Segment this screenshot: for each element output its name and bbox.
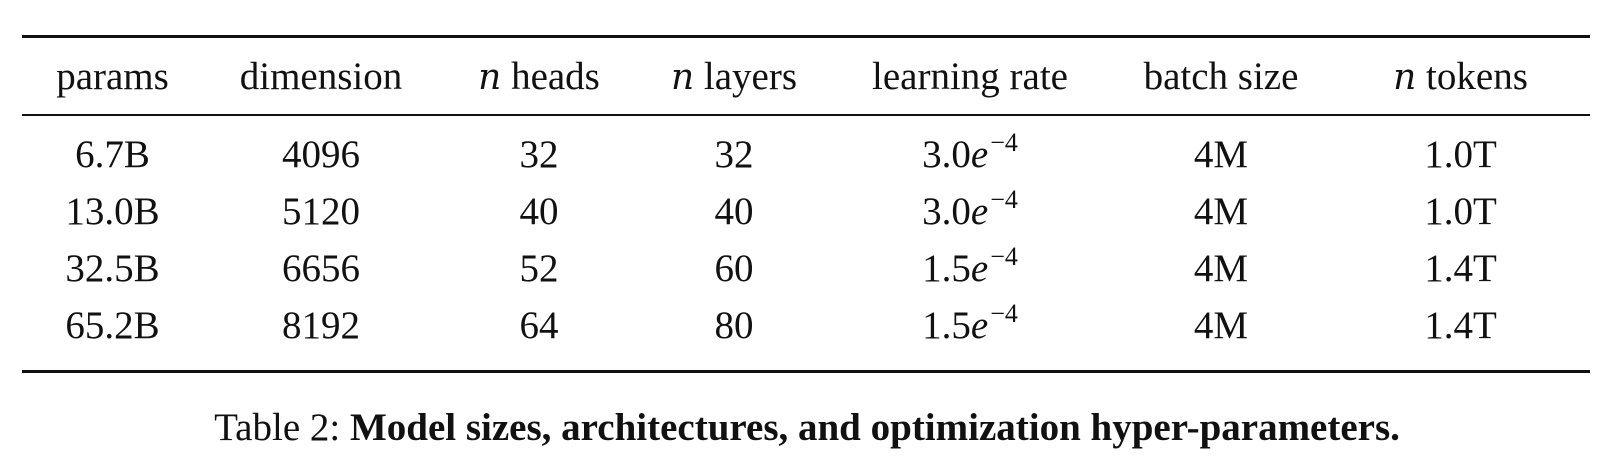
lr-exponent: −4 (990, 185, 1018, 214)
math-n-symbol: n (478, 56, 502, 98)
cell-learning-rate: 3.0e−4 (829, 126, 1111, 183)
header-n-tokens: n tokens (1331, 38, 1590, 114)
table-top-rule (22, 35, 1590, 38)
header-label: layers (694, 54, 798, 98)
header-batch-size: batch size (1111, 38, 1331, 114)
cell-dimension: 4096 (282, 133, 360, 176)
header-n-heads: n heads (439, 38, 639, 114)
hyperparameter-table-body: 6.7B 4096 32 32 3.0e−4 4M 1.0T 13.0B 512… (22, 116, 1590, 370)
header-label: learning rate (872, 54, 1068, 98)
cell-learning-rate: 3.0e−4 (829, 183, 1111, 240)
cell-tokens: 1.4T (1424, 247, 1497, 290)
cell-layers: 32 (714, 133, 754, 176)
hyperparameter-table-block: params dimension n heads n layers learni… (22, 35, 1590, 373)
cell-learning-rate: 1.5e−4 (829, 240, 1111, 297)
cell-params: 13.0B (65, 190, 160, 233)
cell-tokens: 1.0T (1424, 133, 1497, 176)
cell-learning-rate: 1.5e−4 (829, 297, 1111, 354)
cell-params: 32.5B (65, 247, 160, 290)
lr-mantissa: 3.0 (922, 133, 971, 176)
table-header-rule (22, 114, 1590, 116)
header-n-layers: n layers (639, 38, 829, 114)
cell-layers: 60 (714, 247, 754, 290)
lr-mantissa: 1.5 (922, 304, 971, 347)
header-label: batch size (1143, 54, 1299, 98)
cell-tokens: 1.4T (1424, 304, 1497, 347)
table-row: 13.0B 5120 40 40 3.0e−4 4M 1.0T (22, 183, 1590, 240)
cell-params: 6.7B (75, 133, 150, 176)
table-caption: Table 2: Model sizes, architectures, and… (0, 405, 1614, 450)
lr-e: e (970, 247, 989, 290)
table-header-row: params dimension n heads n layers learni… (22, 38, 1590, 114)
cell-params: 65.2B (65, 304, 160, 347)
cell-batch-size: 4M (1193, 133, 1249, 176)
header-label: tokens (1416, 54, 1528, 98)
lr-exponent: −4 (990, 242, 1018, 271)
lr-e: e (970, 190, 989, 233)
caption-label: Table 2: (214, 406, 350, 449)
caption-text: Model sizes, architectures, and optimiza… (349, 406, 1400, 449)
cell-dimension: 6656 (282, 247, 360, 290)
cell-layers: 80 (714, 304, 754, 347)
cell-heads: 52 (519, 247, 559, 290)
cell-dimension: 5120 (282, 190, 360, 233)
table-row: 6.7B 4096 32 32 3.0e−4 4M 1.0T (22, 126, 1590, 183)
header-label: params (56, 54, 169, 98)
math-n-symbol: n (670, 56, 695, 98)
lr-exponent: −4 (990, 128, 1018, 157)
table-row: 65.2B 8192 64 80 1.5e−4 4M 1.4T (22, 297, 1590, 354)
header-learning-rate: learning rate (829, 38, 1111, 114)
lr-e: e (970, 133, 989, 176)
cell-batch-size: 4M (1193, 247, 1249, 290)
header-label: dimension (239, 54, 403, 98)
header-label: heads (501, 54, 600, 98)
header-params: params (22, 38, 203, 114)
cell-heads: 32 (519, 133, 559, 176)
cell-layers: 40 (714, 190, 754, 233)
cell-tokens: 1.0T (1424, 190, 1497, 233)
table-row: 32.5B 6656 52 60 1.5e−4 4M 1.4T (22, 240, 1590, 297)
header-dimension: dimension (203, 38, 439, 114)
cell-heads: 64 (519, 304, 559, 347)
cell-heads: 40 (519, 190, 559, 233)
lr-mantissa: 3.0 (922, 190, 971, 233)
lr-mantissa: 1.5 (922, 247, 971, 290)
math-n-symbol: n (1393, 56, 1417, 98)
lr-e: e (970, 304, 989, 347)
table-bottom-rule (22, 370, 1590, 373)
hyperparameter-table: params dimension n heads n layers learni… (22, 38, 1590, 114)
cell-batch-size: 4M (1193, 190, 1249, 233)
lr-exponent: −4 (990, 299, 1018, 328)
cell-batch-size: 4M (1193, 304, 1249, 347)
cell-dimension: 8192 (282, 304, 360, 347)
